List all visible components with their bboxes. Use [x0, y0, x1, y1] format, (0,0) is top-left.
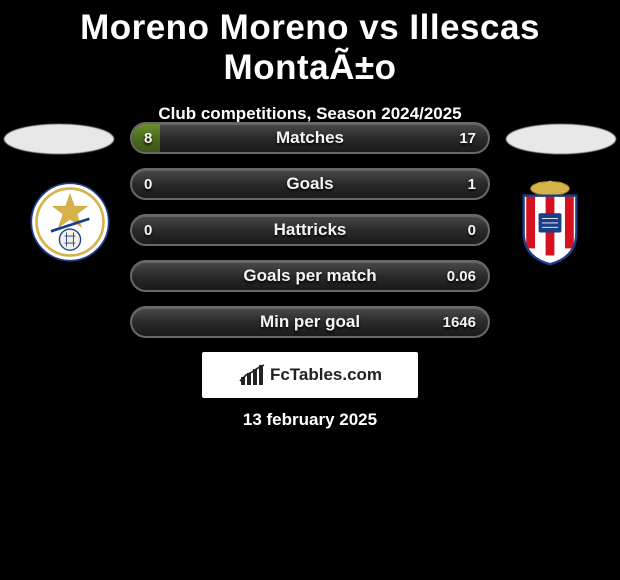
stat-label: Goals	[132, 170, 488, 198]
club-crest-right	[500, 178, 600, 266]
subtitle: Club competitions, Season 2024/2025	[0, 104, 620, 124]
stat-row-goals: 0 Goals 1	[130, 168, 490, 200]
stat-value-left: 0	[144, 170, 152, 198]
date-label: 13 february 2025	[0, 410, 620, 430]
stat-row-matches: 8 Matches 17	[130, 122, 490, 154]
club-crest-left	[20, 178, 120, 266]
stat-row-min-per-goal: Min per goal 1646	[130, 306, 490, 338]
stat-value-left: 0	[144, 216, 152, 244]
crest-left-svg	[20, 178, 120, 266]
stat-label: Matches	[132, 124, 488, 152]
stat-row-hattricks: 0 Hattricks 0	[130, 214, 490, 246]
brand-chart-icon	[238, 363, 266, 387]
stat-value-right: 0.06	[447, 262, 476, 290]
player-halo-left	[4, 124, 114, 154]
stat-fill-left	[132, 124, 160, 152]
stat-value-right: 1646	[443, 308, 476, 336]
stat-value-right: 0	[468, 216, 476, 244]
stat-label: Min per goal	[132, 308, 488, 336]
crest-right-svg	[500, 178, 600, 266]
stat-label: Goals per match	[132, 262, 488, 290]
brand-box: FcTables.com	[202, 352, 418, 398]
stat-value-right: 17	[459, 124, 476, 152]
page-title: Moreno Moreno vs Illescas MontaÃ±o	[0, 0, 620, 88]
stats-container: 8 Matches 17 0 Goals 1 0 Hattricks 0 Goa…	[130, 122, 490, 352]
stat-label: Hattricks	[132, 216, 488, 244]
player-halo-right	[506, 124, 616, 154]
brand-text: FcTables.com	[270, 365, 382, 385]
stat-value-right: 1	[468, 170, 476, 198]
stat-row-goals-per-match: Goals per match 0.06	[130, 260, 490, 292]
